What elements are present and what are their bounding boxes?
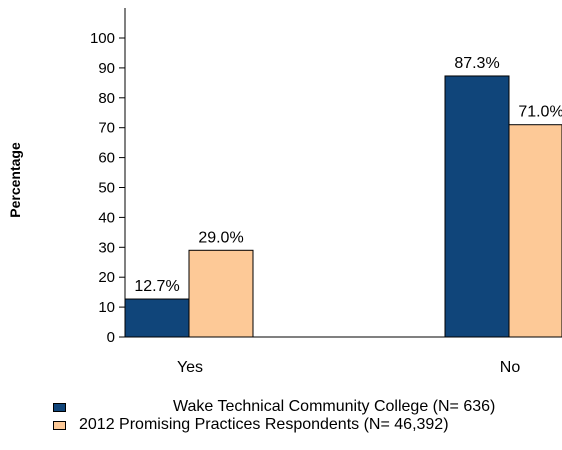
y-tick-label: 20 bbox=[98, 269, 115, 286]
y-axis-ticks: 0 10 20 30 40 50 60 70 80 90 100 bbox=[90, 30, 125, 346]
y-tick-label: 30 bbox=[98, 239, 115, 256]
y-tick-label: 70 bbox=[98, 120, 115, 137]
bar-yes-series-1 bbox=[188, 249, 254, 338]
legend-swatch-wake-tech bbox=[53, 403, 66, 412]
y-axis-label: Percentage bbox=[7, 142, 23, 218]
x-category-label: Yes bbox=[177, 359, 203, 376]
data-label: 87.3% bbox=[454, 55, 499, 72]
legend-label-wake-tech: Wake Technical Community College (N= 636… bbox=[173, 398, 496, 415]
data-label: 12.7% bbox=[134, 278, 179, 295]
x-category-label: No bbox=[500, 359, 521, 376]
data-label: 29.0% bbox=[198, 229, 243, 246]
legend-label-promising-practices: 2012 Promising Practices Respondents (N=… bbox=[79, 416, 449, 433]
bar-yes-series-0 bbox=[124, 298, 190, 338]
y-tick-label: 10 bbox=[98, 299, 115, 316]
x-axis-categories: Yes No bbox=[177, 359, 520, 376]
y-tick-label: 50 bbox=[98, 180, 115, 197]
bar-no-series-1 bbox=[508, 124, 562, 338]
data-label: 71.0% bbox=[518, 104, 562, 121]
y-tick-label: 0 bbox=[107, 329, 115, 346]
bar-no-series-0 bbox=[444, 75, 510, 338]
bars bbox=[124, 75, 562, 338]
y-tick-label: 80 bbox=[98, 90, 115, 107]
legend-swatch-promising-practices bbox=[53, 421, 66, 430]
y-tick-label: 60 bbox=[98, 150, 115, 167]
data-labels: 12.7% 29.0% 87.3% 71.0% bbox=[134, 55, 562, 295]
y-tick-label: 40 bbox=[98, 209, 115, 226]
y-tick-label: 100 bbox=[90, 30, 115, 47]
y-tick-label: 90 bbox=[98, 60, 115, 77]
